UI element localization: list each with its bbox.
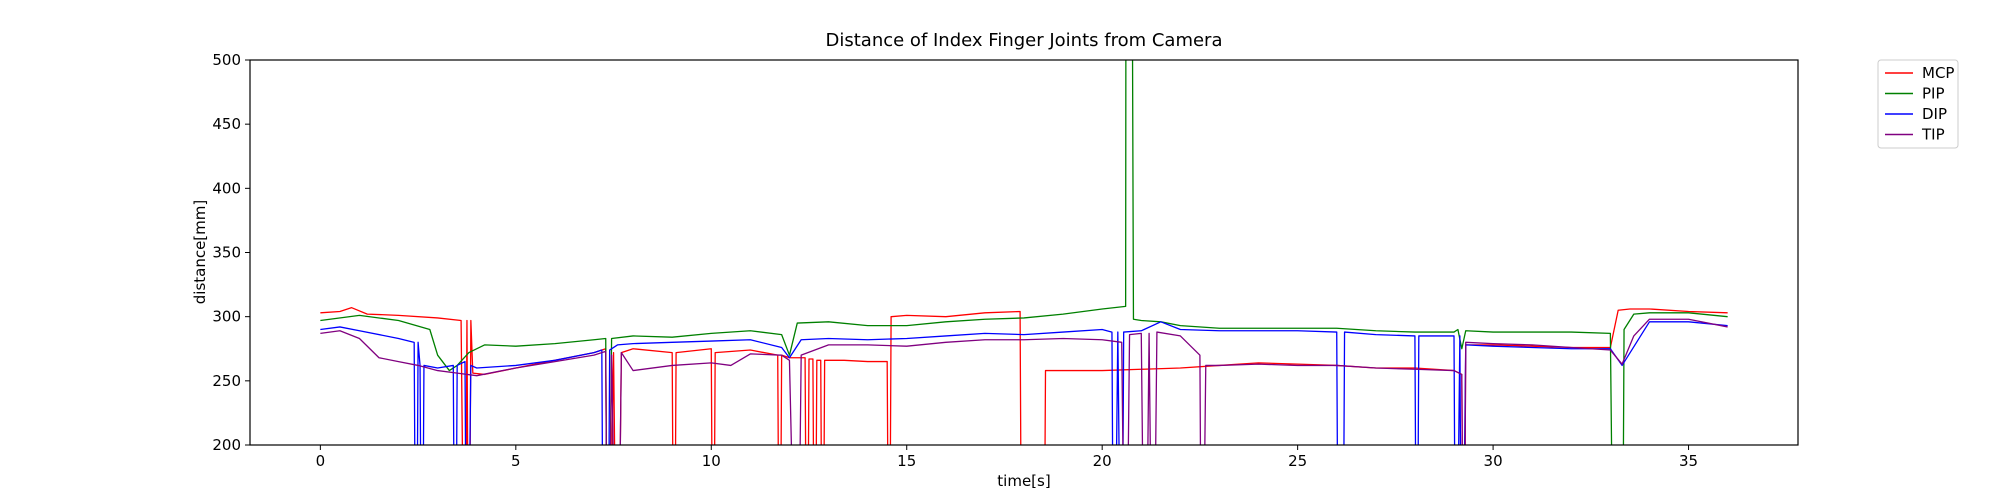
legend-label: DIP — [1922, 105, 1947, 123]
legend-label: MCP — [1922, 64, 1954, 82]
x-tick-label: 35 — [1679, 452, 1698, 470]
x-tick-label: 30 — [1484, 452, 1503, 470]
chart-title: Distance of Index Finger Joints from Cam… — [826, 30, 1223, 51]
plot-area — [320, 60, 1728, 445]
x-tick-label: 5 — [511, 452, 521, 470]
y-tick-label: 200 — [212, 436, 241, 454]
x-tick-label: 10 — [702, 452, 721, 470]
legend-label: TIP — [1921, 126, 1945, 144]
line-series — [320, 321, 1728, 445]
x-tick-label: 20 — [1093, 452, 1112, 470]
legend-label: PIP — [1922, 85, 1945, 103]
y-axis-label: distance[mm] — [191, 200, 209, 305]
y-tick-label: 400 — [212, 179, 241, 197]
x-axis-label: time[s] — [997, 472, 1050, 490]
y-tick-label: 350 — [212, 244, 241, 262]
y-tick-label: 500 — [212, 51, 241, 69]
x-tick-label: 0 — [316, 452, 326, 470]
line-series — [320, 60, 1728, 445]
x-tick-label: 25 — [1288, 452, 1307, 470]
y-tick-label: 250 — [212, 372, 241, 390]
legend-box — [1877, 59, 1959, 149]
axes-frame — [249, 59, 1799, 446]
y-tick-label: 450 — [212, 115, 241, 133]
x-tick-label: 15 — [897, 452, 916, 470]
line-series — [320, 318, 1728, 445]
y-tick-label: 300 — [212, 308, 241, 326]
